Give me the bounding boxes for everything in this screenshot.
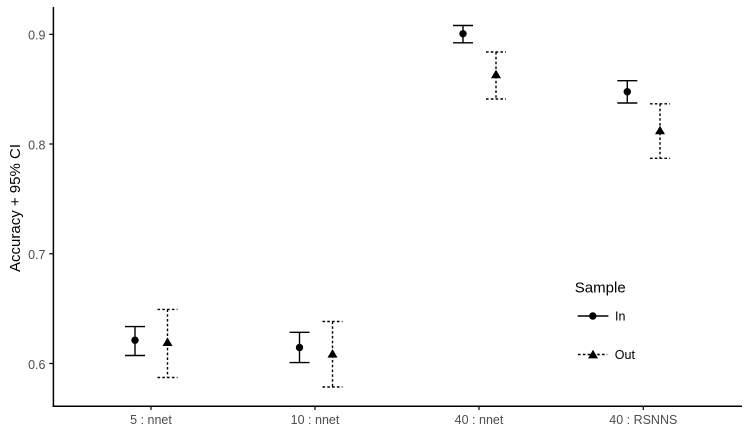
svg-text:40 : RSNNS: 40 : RSNNS xyxy=(609,413,677,427)
svg-text:10 : nnet: 10 : nnet xyxy=(291,413,340,427)
svg-text:0.6: 0.6 xyxy=(28,358,45,372)
svg-text:In: In xyxy=(615,310,625,324)
svg-text:0.7: 0.7 xyxy=(28,248,45,262)
svg-text:0.9: 0.9 xyxy=(28,29,45,43)
svg-text:40 : nnet: 40 : nnet xyxy=(455,413,504,427)
svg-text:Out: Out xyxy=(615,348,636,362)
svg-text:0.8: 0.8 xyxy=(28,138,45,152)
svg-text:5 : nnet: 5 : nnet xyxy=(130,413,172,427)
svg-text:Sample: Sample xyxy=(575,280,626,297)
svg-text:Accuracy + 95% CI: Accuracy + 95% CI xyxy=(7,144,24,272)
